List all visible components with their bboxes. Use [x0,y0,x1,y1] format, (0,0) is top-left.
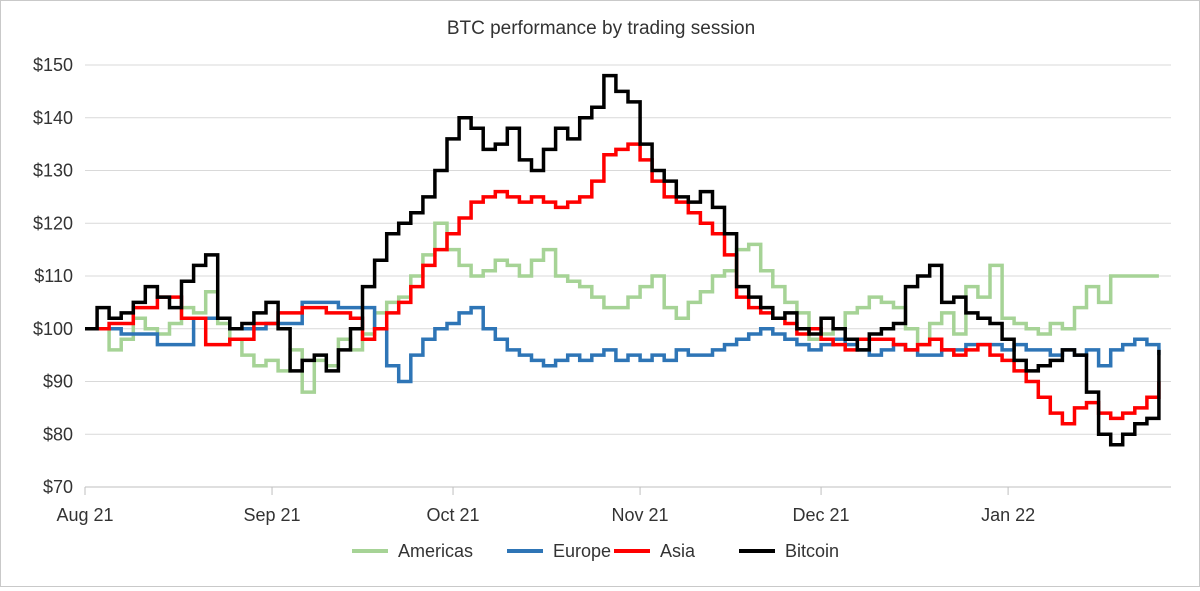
x-tick-label: Aug 21 [56,505,113,525]
y-tick-label: $120 [33,213,73,233]
series-line-bitcoin [85,73,1161,447]
x-tick-label: Dec 21 [793,505,850,525]
x-tick-label: Oct 21 [427,505,480,525]
legend-label: Europe [553,541,611,561]
gridlines [85,64,1171,488]
series-lines [85,73,1161,447]
y-axis-ticks: $70 $80 $90 $100 $110 $120 $130 $140 $150 [33,55,73,497]
y-tick-label: $110 [34,266,73,286]
legend-label: Asia [660,541,696,561]
series-line-americas [85,221,1159,394]
x-axis: Aug 21 Sep 21 Oct 21 Nov 21 Dec 21 Jan 22 [56,486,1171,525]
y-tick-label: $150 [33,55,73,75]
y-tick-label: $70 [43,477,73,497]
legend-label: Americas [398,541,473,561]
x-tick-label: Sep 21 [244,505,301,525]
series-line-europe [85,300,1161,384]
y-tick-label: $100 [33,319,73,339]
y-tick-label: $80 [43,424,73,444]
legend-label: Bitcoin [785,541,839,561]
y-tick-label: $140 [33,108,73,128]
y-tick-label: $90 [43,372,73,392]
x-tick-label: Nov 21 [612,505,669,525]
legend: Americas Europe Asia Bitcoin [352,541,839,561]
x-tick-label: Jan 22 [981,505,1035,525]
chart-title: BTC performance by trading session [447,18,755,39]
y-tick-label: $130 [33,161,73,181]
